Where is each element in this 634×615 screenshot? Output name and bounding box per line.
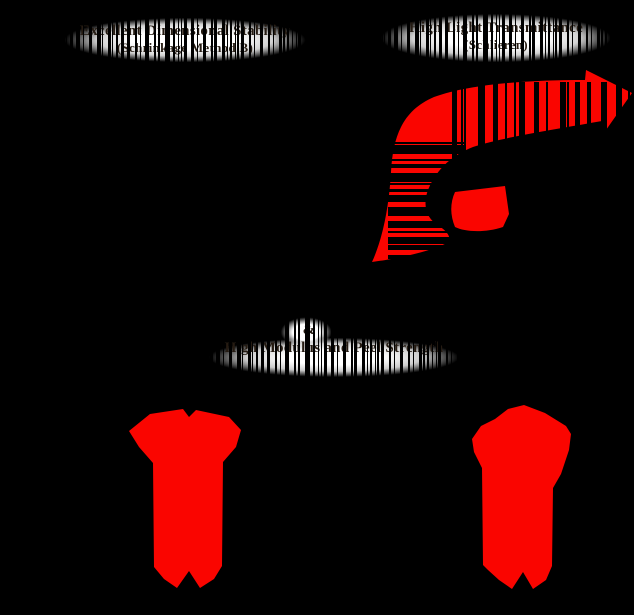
label-title: High Light Transmittance [408,20,584,36]
ampersand-text: & [302,322,316,338]
down-arrow-left-icon [129,409,241,588]
label-subtitle: (Schrinkage Method B) [116,40,254,55]
label-modulus-peel-strength: & High Modulus and Peel Strength [180,314,488,384]
label-title: High Modulus and Peel Strength [224,340,444,356]
label-title: Excellent Dimensional Stability [79,23,291,39]
label-light-transmittance: High Light Transmittance (Schlieren) [358,10,634,64]
vertical-stripe-texture [452,82,634,170]
label-dimensional-stability: Excellent Dimensional Stability (Schrink… [40,16,330,64]
swoosh-arrow-lobe [451,186,509,232]
label-subtitle: (Schlieren) [464,37,528,52]
down-arrow-right-icon [472,405,571,589]
